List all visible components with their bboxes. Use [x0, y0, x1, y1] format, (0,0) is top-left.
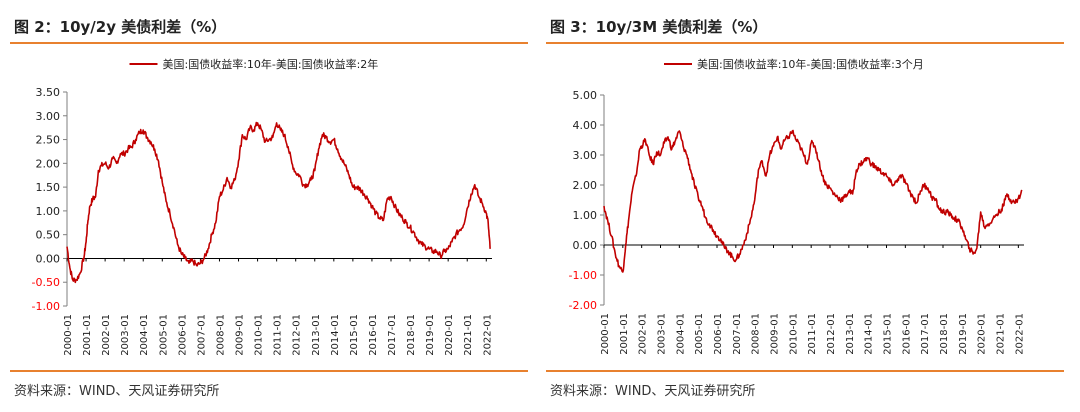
x-tick-label: 2014-01: [330, 314, 341, 356]
x-tick-label: 2019-01: [958, 313, 969, 355]
x-tick-label: 2020-01: [444, 314, 455, 356]
bottom-rule: [546, 370, 1064, 372]
x-tick-label: 2008-01: [215, 314, 226, 356]
y-tick-label: 1.00: [573, 209, 598, 222]
x-tick-label: 2012-01: [292, 314, 303, 356]
x-tick-label: 2006-01: [177, 314, 188, 356]
y-tick-label: 5.00: [573, 89, 598, 102]
y-tick-label: -1.00: [569, 269, 597, 282]
x-tick-label: 2003-01: [120, 314, 131, 356]
x-tick-label: 2021-01: [996, 313, 1007, 355]
x-tick-label: 2003-01: [657, 313, 668, 355]
x-tick-label: 2013-01: [845, 313, 856, 355]
x-tick-label: 2009-01: [770, 313, 781, 355]
series-line: [66, 121, 491, 284]
x-tick-label: 2022-01: [482, 314, 493, 356]
x-tick-label: 2006-01: [713, 313, 724, 355]
x-tick-label: 2010-01: [254, 314, 265, 356]
source-note: 资料来源：WIND、天风证券研究所: [550, 384, 756, 399]
x-tick-label: 2011-01: [273, 314, 284, 356]
y-tick-label: 3.00: [573, 149, 598, 162]
chart-panel-left: 图 2：10y/2y 美债利差（%） 美国:国债收益率:10年-美国:国债收益率…: [10, 0, 528, 412]
x-tick-label: 2013-01: [311, 314, 322, 356]
x-tick-label: 2008-01: [751, 313, 762, 355]
chart-panel-right: 图 3：10y/3M 美债利差（%） 美国:国债收益率:10年-美国:国债收益率…: [546, 0, 1064, 412]
y-tick-label: 3.50: [36, 86, 61, 99]
x-tick-label: 2004-01: [675, 313, 686, 355]
y-tick-label: 4.00: [573, 119, 598, 132]
x-tick-label: 2005-01: [158, 314, 169, 356]
x-tick-label: 2002-01: [638, 313, 649, 355]
x-tick-label: 2010-01: [788, 313, 799, 355]
y-tick-label: 0.00: [573, 239, 598, 252]
x-tick-label: 2000-01: [63, 314, 74, 356]
top-rule: [10, 42, 528, 44]
x-tick-label: 2020-01: [977, 313, 988, 355]
x-tick-label: 2022-01: [1014, 313, 1025, 355]
x-tick-label: 2021-01: [463, 314, 474, 356]
series-line: [603, 129, 1023, 273]
x-tick-label: 2016-01: [368, 314, 379, 356]
legend-label: 美国:国债收益率:10年-美国:国债收益率:2年: [163, 57, 379, 71]
source-note: 资料来源：WIND、天风证券研究所: [14, 384, 220, 399]
x-tick-label: 2007-01: [732, 313, 743, 355]
y-tick-label: 1.50: [36, 181, 61, 194]
x-tick-label: 2012-01: [826, 313, 837, 355]
y-tick-label: -1.00: [32, 300, 60, 313]
x-tick-label: 2007-01: [196, 314, 207, 356]
y-tick-label: 2.00: [36, 157, 61, 170]
y-tick-label: -0.50: [32, 276, 60, 289]
y-tick-label: 2.00: [573, 179, 598, 192]
x-tick-label: 2014-01: [864, 313, 875, 355]
legend-label: 美国:国债收益率:10年-美国:国债收益率:3个月: [697, 57, 924, 71]
x-tick-label: 2000-01: [600, 313, 611, 355]
x-tick-label: 2002-01: [101, 314, 112, 356]
y-tick-label: 3.00: [36, 110, 61, 123]
x-tick-label: 2017-01: [920, 313, 931, 355]
x-tick-label: 2001-01: [82, 314, 93, 356]
y-tick-label: -2.00: [569, 299, 597, 312]
bottom-rule: [10, 370, 528, 372]
figure-title: 图 2：10y/2y 美债利差（%）: [14, 18, 227, 36]
y-tick-label: 0.00: [36, 252, 61, 265]
top-rule: [546, 42, 1064, 44]
x-tick-label: 2001-01: [619, 313, 630, 355]
x-tick-label: 2018-01: [406, 314, 417, 356]
chart-svg: 美国:国债收益率:10年-美国:国债收益率:2年 3.50 3.00 2.50 2.00…: [32, 57, 494, 356]
chart-svg: 美国:国债收益率:10年-美国:国债收益率:3个月 5.00 4.00 3.00 2.0…: [569, 57, 1026, 355]
x-tick-label: 2011-01: [807, 313, 818, 355]
x-tick-label: 2016-01: [901, 313, 912, 355]
x-tick-label: 2004-01: [139, 314, 150, 356]
x-tick-label: 2009-01: [235, 314, 246, 356]
y-tick-label: 2.50: [36, 134, 61, 147]
x-tick-label: 2017-01: [387, 314, 398, 356]
x-tick-label: 2019-01: [425, 314, 436, 356]
figure-title: 图 3：10y/3M 美债利差（%）: [550, 18, 768, 36]
x-tick-label: 2015-01: [349, 314, 360, 356]
x-tick-label: 2005-01: [694, 313, 705, 355]
x-tick-label: 2018-01: [939, 313, 950, 355]
y-tick-label: 0.50: [36, 229, 61, 242]
x-tick-label: 2015-01: [883, 313, 894, 355]
y-tick-label: 1.00: [36, 205, 61, 218]
